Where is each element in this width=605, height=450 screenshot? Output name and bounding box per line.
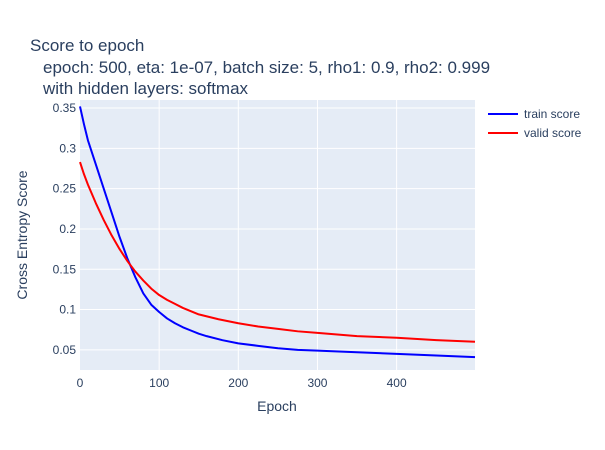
legend-item-train[interactable]: train score (488, 107, 580, 121)
x-gridlines (158, 100, 398, 370)
x-axis-title: Epoch (257, 398, 297, 414)
series-line-train (79, 106, 476, 359)
title-line-2: epoch: 500, eta: 1e-07, batch size: 5, r… (43, 58, 490, 77)
y-tick-label: 0.05 (53, 343, 77, 357)
y-tick-label: 0.25 (53, 182, 77, 196)
y-gridlines (80, 107, 475, 351)
y-tick-label: 0.2 (59, 222, 76, 236)
legend-label-train: train score (524, 107, 580, 121)
x-tick-label: 0 (77, 376, 84, 390)
y-tick-labels: 0.05 0.1 0.15 0.2 0.25 0.3 0.35 (53, 101, 77, 357)
y-tick-label: 0.35 (53, 101, 77, 115)
y-tick-label: 0.1 (59, 303, 76, 317)
x-tick-label: 300 (307, 376, 327, 390)
y-tick-label: 0.3 (59, 141, 76, 155)
x-tick-label: 400 (387, 376, 407, 390)
series-layer (79, 106, 476, 359)
legend-item-valid[interactable]: valid score (488, 126, 582, 140)
series-line-valid (79, 161, 476, 343)
chart-title: Score to epoch epoch: 500, eta: 1e-07, b… (30, 36, 490, 98)
legend-label-valid: valid score (524, 126, 582, 140)
x-tick-label: 100 (149, 376, 169, 390)
legend[interactable]: train score valid score (488, 107, 582, 140)
title-line-3: with hidden layers: softmax (42, 79, 249, 98)
plot-area (80, 100, 475, 370)
x-tick-labels: 0 100 200 300 400 (77, 376, 407, 390)
y-tick-label: 0.15 (53, 262, 77, 276)
title-line-1: Score to epoch (30, 36, 144, 55)
y-axis-title: Cross Entropy Score (14, 170, 30, 299)
x-tick-label: 200 (228, 376, 248, 390)
